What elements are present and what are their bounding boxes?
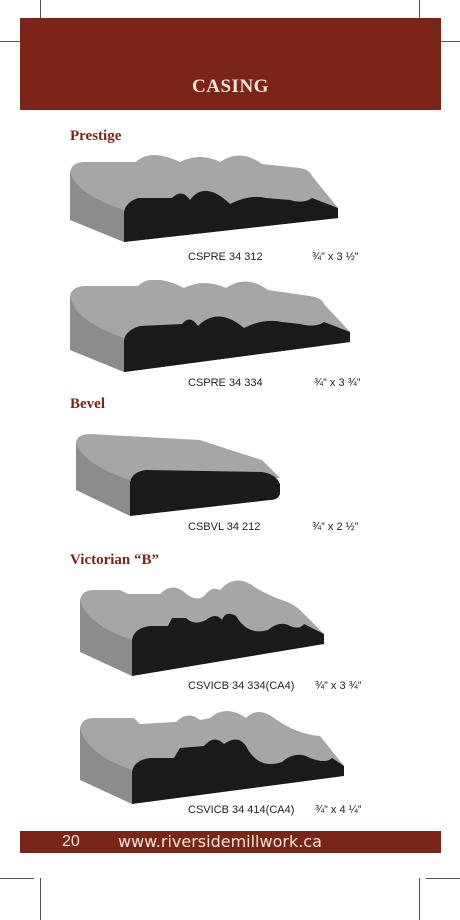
profile-image-csvicb-34-334	[80, 580, 324, 676]
crop-mark	[0, 878, 34, 879]
product-code: CSBVL 34 212	[188, 521, 261, 533]
footer-banner: 20 www.riversidemillwork.ca	[20, 831, 441, 853]
section-heading-victorian-b: Victorian “B”	[70, 552, 160, 568]
crop-mark	[426, 41, 460, 42]
crop-mark	[426, 878, 460, 879]
website-url: www.riversidemillwork.ca	[118, 832, 322, 851]
section-heading-prestige: Prestige	[70, 128, 122, 144]
product-size: ¾” x 3 ½”	[312, 251, 359, 263]
product-code: CSPRE 34 312	[188, 251, 263, 263]
product-size: ¾” x 4 ¼”	[315, 804, 362, 816]
profile-image-cspre-34-334	[70, 280, 350, 372]
profile-image-csvicb-34-414	[80, 711, 344, 804]
product-code: CSVICB 34 334(CA4)	[188, 680, 295, 692]
page-number: 20	[62, 833, 80, 850]
page-title: CASING	[192, 76, 269, 97]
product-size: ¾” x 3 ¾”	[315, 680, 362, 692]
crop-mark	[40, 878, 41, 920]
header-banner: CASING	[20, 18, 441, 110]
product-size: ¾” x 3 ¾”	[314, 377, 361, 389]
crop-mark	[0, 41, 34, 42]
section-heading-bevel: Bevel	[70, 396, 105, 412]
product-code: CSVICB 34 414(CA4)	[188, 804, 295, 816]
profile-image-cspre-34-312	[70, 155, 338, 242]
profile-image-csbvl-34-212	[76, 434, 280, 516]
crop-mark	[419, 878, 420, 920]
product-size: ¾” x 2 ½”	[312, 521, 359, 533]
product-code: CSPRE 34 334	[188, 377, 263, 389]
